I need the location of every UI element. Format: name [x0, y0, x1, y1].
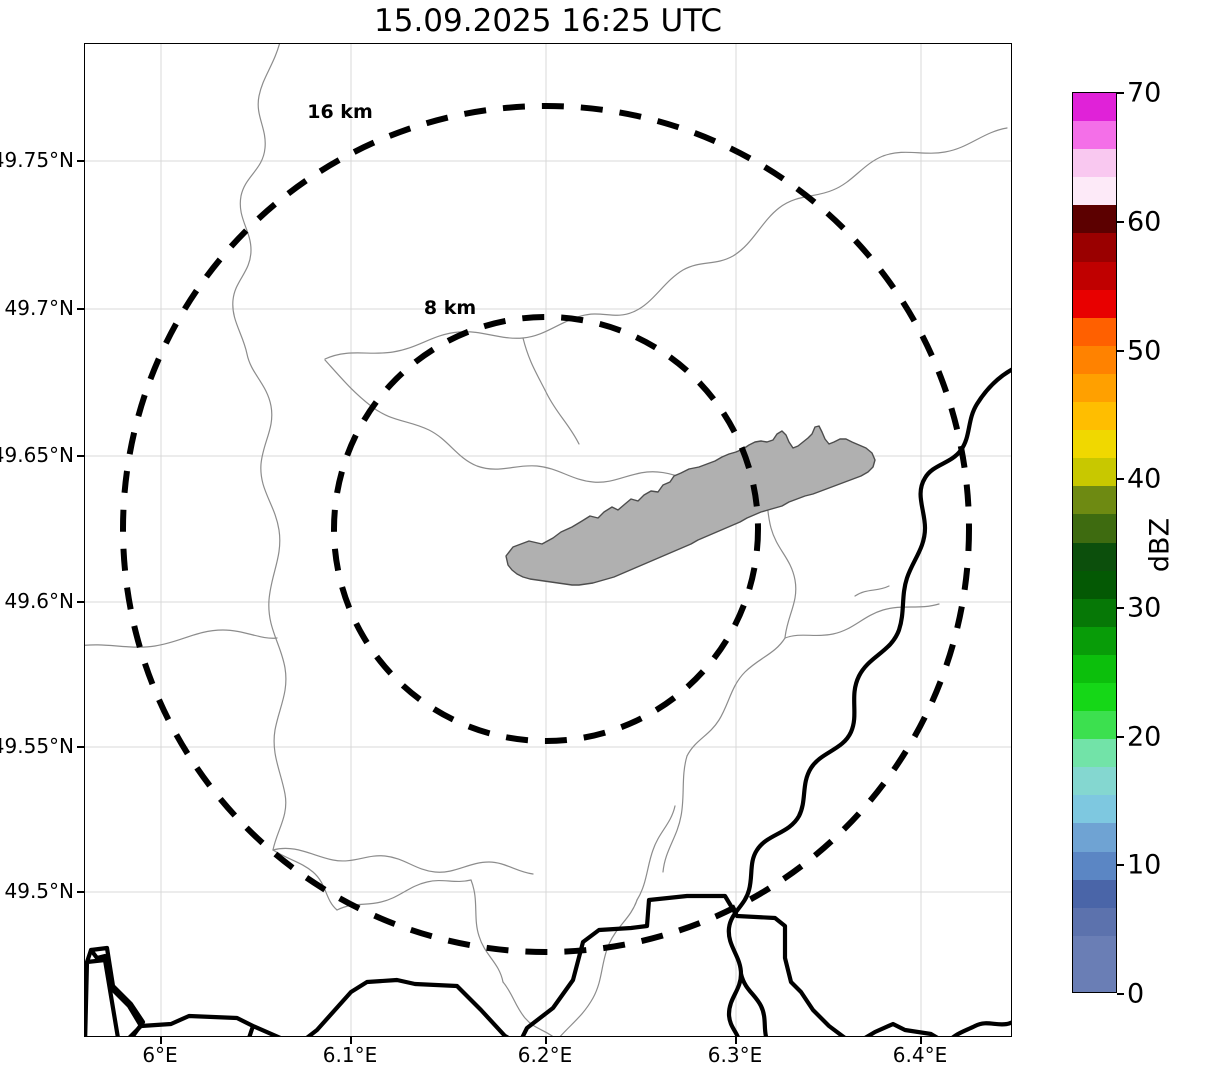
ytick-mark [77, 746, 84, 748]
xtick-label-6-0: 6°E [142, 1043, 178, 1067]
colorbar-band [1073, 429, 1116, 459]
colorbar-band [1073, 766, 1116, 796]
cbar-tick-label-40: 40 [1127, 463, 1162, 495]
ytick-label-49-60: 49.6°N [4, 589, 75, 613]
gridlines [85, 44, 1011, 1036]
colorbar-band [1073, 93, 1116, 122]
xtick-mark [920, 1037, 922, 1044]
ytick-label-49-50: 49.5°N [4, 879, 75, 903]
colorbar-band [1073, 653, 1116, 683]
colorbar-band [1073, 822, 1116, 852]
colorbar-band [1073, 260, 1116, 290]
range-ring-8km [331, 314, 761, 744]
xtick-label-6-2: 6.2°E [517, 1043, 573, 1067]
xtick-label-6-3: 6.3°E [707, 1043, 763, 1067]
cbar-tick-label-20: 20 [1127, 721, 1162, 753]
colorbar-band [1073, 934, 1116, 964]
xtick-mark [160, 1037, 162, 1044]
cbar-tick-label-70: 70 [1127, 77, 1162, 109]
colorbar-band [1073, 513, 1116, 543]
admin-boundaries [85, 44, 1008, 1036]
colorbar-band [1073, 794, 1116, 824]
cbar-tick-label-30: 30 [1127, 592, 1162, 624]
map-graphics [85, 44, 1011, 1036]
xtick-mark [735, 1037, 737, 1044]
colorbar-band [1073, 288, 1116, 318]
page-title: 15.09.2025 16:25 UTC [374, 3, 722, 39]
ytick-label-49-65: 49.65°N [0, 443, 74, 467]
colorbar-band [1073, 681, 1116, 712]
ytick-mark [77, 160, 84, 162]
colorbar-band [1073, 120, 1116, 150]
cbar-tick-mark [1117, 92, 1124, 94]
map-plot-area[interactable] [84, 43, 1012, 1037]
range-ring-label-16km: 16 km [307, 101, 373, 123]
colorbar-band [1073, 400, 1116, 431]
colorbar-band [1073, 232, 1116, 262]
cbar-tick-label-50: 50 [1127, 335, 1162, 367]
colorbar-band [1073, 850, 1116, 880]
ytick-mark [77, 455, 84, 457]
xtick-label-6-1: 6.1°E [322, 1043, 378, 1067]
colorbar-axis-title: dBZ [1144, 517, 1176, 573]
colorbar-band [1073, 204, 1116, 234]
cbar-tick-label-10: 10 [1127, 849, 1162, 881]
ytick-mark [77, 891, 84, 893]
cbar-tick-mark [1117, 864, 1124, 866]
cbar-tick-mark [1117, 478, 1124, 480]
xtick-label-6-4: 6.4°E [892, 1043, 948, 1067]
xtick-mark [350, 1037, 352, 1044]
cbar-tick-mark [1117, 993, 1124, 995]
cbar-tick-label-60: 60 [1127, 206, 1162, 238]
colorbar-band [1073, 625, 1116, 655]
colorbar-band [1073, 344, 1116, 374]
lake-polygon [505, 425, 876, 586]
colorbar-band [1073, 906, 1116, 936]
colorbar[interactable] [1072, 92, 1117, 993]
colorbar-band [1073, 176, 1116, 206]
range-ring-16km [120, 103, 972, 955]
colorbar-band [1073, 597, 1116, 627]
colorbar-band [1073, 878, 1116, 908]
colorbar-band [1073, 457, 1116, 487]
ytick-label-49-70: 49.7°N [4, 296, 75, 320]
colorbar-band [1073, 372, 1116, 403]
cbar-tick-mark [1117, 350, 1124, 352]
cbar-tick-label-0: 0 [1127, 978, 1145, 1010]
ytick-label-49-55: 49.55°N [0, 734, 74, 758]
ytick-label-49-75: 49.75°N [0, 148, 74, 172]
national-border [85, 367, 1011, 1036]
colorbar-band [1073, 316, 1116, 346]
colorbar-band [1073, 541, 1116, 571]
colorbar-band [1073, 962, 1116, 992]
colorbar-band [1073, 709, 1116, 740]
colorbar-band [1073, 738, 1116, 768]
ytick-mark [77, 601, 84, 603]
colorbar-band [1073, 569, 1116, 599]
cbar-tick-mark [1117, 607, 1124, 609]
colorbar-band [1073, 148, 1116, 178]
ytick-mark [77, 308, 84, 310]
colorbar-band [1073, 485, 1116, 515]
xtick-mark [545, 1037, 547, 1044]
cbar-tick-mark [1117, 736, 1124, 738]
range-ring-label-8km: 8 km [423, 297, 477, 319]
cbar-tick-mark [1117, 221, 1124, 223]
